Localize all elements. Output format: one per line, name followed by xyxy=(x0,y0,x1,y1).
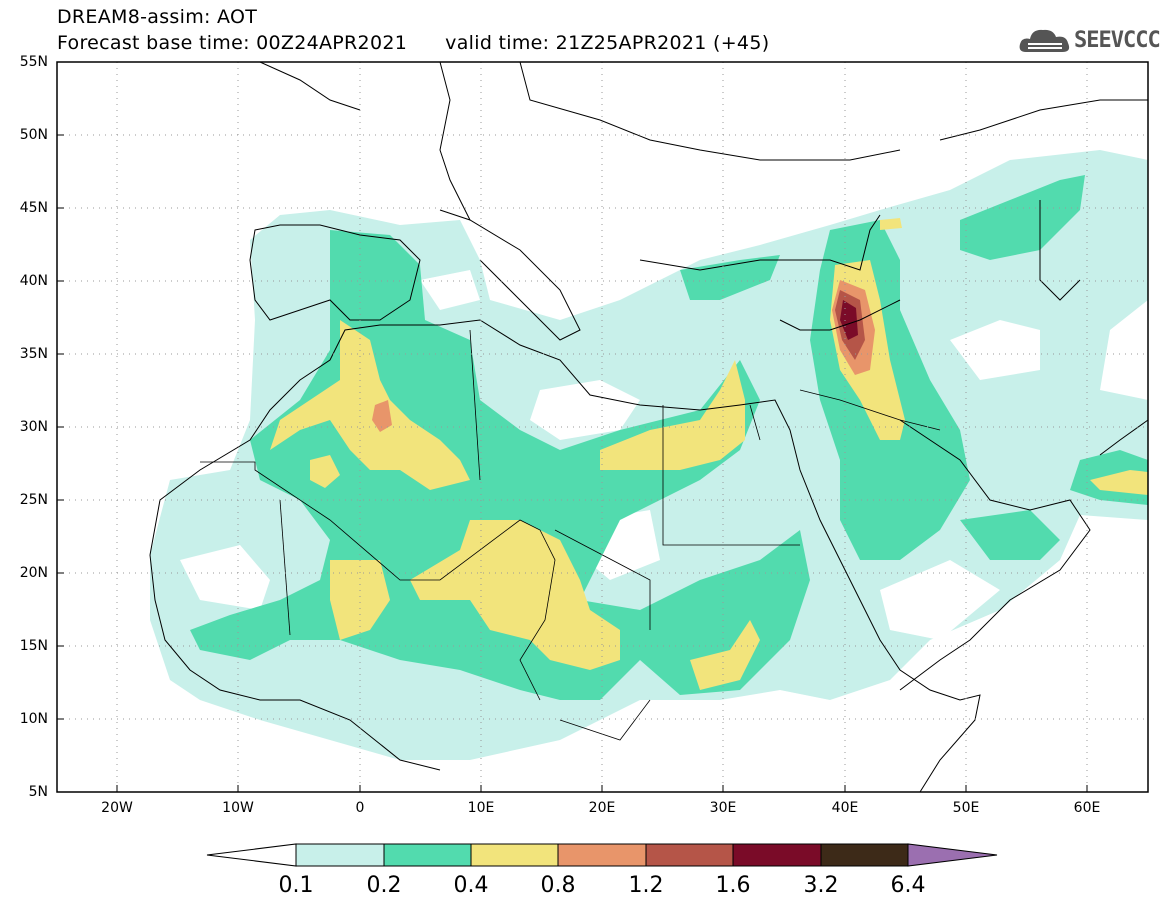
lon-label: 20E xyxy=(588,800,616,816)
lon-label: 40E xyxy=(831,800,859,816)
lat-label: 10N xyxy=(19,711,48,727)
coastlines xyxy=(149,62,1148,792)
lat-label: 20N xyxy=(19,565,48,581)
aot-level-0.4 xyxy=(270,320,470,490)
colorbar-swatch-1 xyxy=(295,843,385,867)
lon-label: 20W xyxy=(101,800,133,816)
colorbar-swatch-2 xyxy=(383,843,472,867)
cloud-icon xyxy=(1019,29,1070,52)
colorbar-label: 0.8 xyxy=(540,873,576,898)
lat-label: 5N xyxy=(28,784,48,800)
lat-label: 30N xyxy=(19,419,48,435)
colorbar-label: 0.2 xyxy=(366,873,402,898)
colorbar-swatch-6 xyxy=(732,843,822,867)
colorbar-label: 3.2 xyxy=(803,873,839,898)
lat-label: 35N xyxy=(19,346,48,362)
map-title: DREAM8-assim: AOT xyxy=(57,6,258,28)
colorbar-high-arrow xyxy=(907,843,998,867)
country-borders xyxy=(200,329,941,741)
aot-field xyxy=(150,150,1148,760)
forecast-times: Forecast base time: 00Z24APR2021 valid t… xyxy=(57,32,769,54)
colorbar-swatch-4 xyxy=(557,843,647,867)
valid-time: valid time: 21Z25APR2021 (+45) xyxy=(445,32,770,54)
lon-label: 10W xyxy=(222,800,254,816)
colorbar-swatch-5 xyxy=(645,843,734,867)
lon-label: 0 xyxy=(355,800,365,816)
lon-label: 50E xyxy=(952,800,980,816)
seevccc-logo: SEEVCCC xyxy=(1018,24,1161,58)
colorbar-swatch-7 xyxy=(820,843,909,867)
lon-label: 60E xyxy=(1073,800,1101,816)
lat-label: 25N xyxy=(19,492,48,508)
axis-ticks xyxy=(57,134,1088,792)
logo-text: SEEVCCC xyxy=(1074,28,1161,53)
colorbar-label: 1.2 xyxy=(628,873,664,898)
lat-label: 45N xyxy=(19,200,48,216)
lat-label: 15N xyxy=(19,638,48,654)
lat-label: 40N xyxy=(19,273,48,289)
colorbar-label: 6.4 xyxy=(890,873,926,898)
lon-label: 30E xyxy=(709,800,737,816)
colorbar-swatch-3 xyxy=(470,843,559,867)
colorbar-low-arrow xyxy=(206,843,297,867)
lat-label: 50N xyxy=(19,127,48,143)
base-time: Forecast base time: 00Z24APR2021 xyxy=(57,32,408,54)
lat-label: 55N xyxy=(19,54,48,70)
lon-label: 10E xyxy=(467,800,495,816)
aot-level-1.6 xyxy=(840,300,858,340)
colorbar-label: 0.4 xyxy=(453,873,489,898)
colorbar-label: 1.6 xyxy=(715,873,751,898)
colorbar xyxy=(206,843,998,867)
colorbar-label: 0.1 xyxy=(278,873,314,898)
